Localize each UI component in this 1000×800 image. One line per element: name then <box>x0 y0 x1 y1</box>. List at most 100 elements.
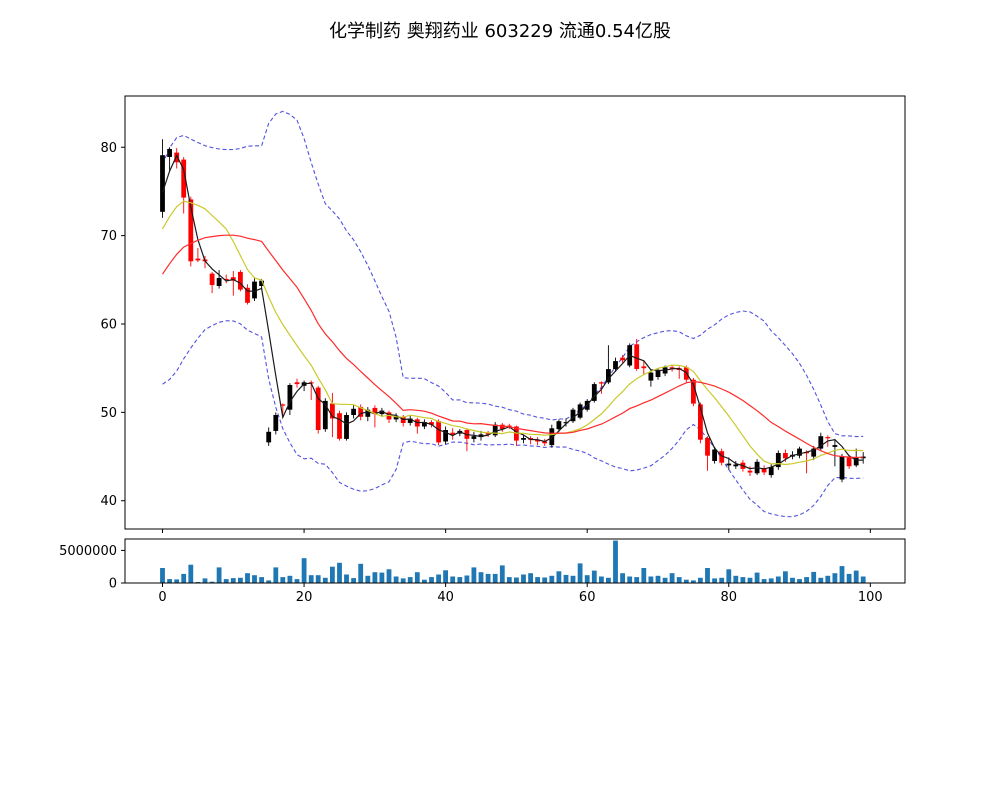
ma20-line <box>162 234 864 459</box>
candle-body <box>280 404 286 406</box>
volume-bar <box>570 575 576 583</box>
candle <box>485 430 491 438</box>
volume-bar <box>280 577 286 583</box>
candle-body <box>839 456 845 480</box>
candle <box>315 385 321 434</box>
candle <box>386 410 392 423</box>
candle-body <box>174 152 180 163</box>
candle <box>499 423 505 432</box>
volume-bar <box>535 577 540 583</box>
candle <box>641 361 647 375</box>
price-y-tick-label: 80 <box>100 141 117 156</box>
volume-panel-frame <box>124 538 906 584</box>
candle <box>195 248 201 263</box>
volume-bar <box>379 572 385 583</box>
candle <box>351 405 356 419</box>
volume-bar <box>422 579 427 583</box>
volume-bar <box>775 576 781 583</box>
candle <box>330 392 335 438</box>
candle-body <box>386 412 392 420</box>
volume-bar <box>804 577 809 583</box>
candle <box>160 139 165 218</box>
candle <box>818 432 824 452</box>
candle-body <box>492 424 498 436</box>
price-y-tick-label: 70 <box>100 229 117 244</box>
candle-body <box>818 436 824 449</box>
candle-body <box>443 430 448 442</box>
candle-body <box>705 438 710 456</box>
candle-body <box>315 387 321 430</box>
candle-body <box>768 467 774 476</box>
candle-body <box>719 451 725 463</box>
candle-body <box>606 369 611 383</box>
candle <box>606 345 611 385</box>
volume-bar <box>606 577 611 583</box>
price-y-tick-label: 40 <box>100 494 117 509</box>
candle-body <box>570 409 576 422</box>
candle-body <box>853 457 859 466</box>
candle <box>712 446 717 464</box>
candle <box>719 448 725 466</box>
candle-body <box>613 361 618 370</box>
volume-bar <box>655 575 661 583</box>
volume-bar <box>768 578 774 583</box>
candle-body <box>761 468 767 473</box>
volume-bar <box>726 569 732 583</box>
candle-body <box>181 159 187 198</box>
candle <box>422 419 427 430</box>
candle-body <box>775 453 781 468</box>
volume-bar <box>832 573 838 583</box>
candle-body <box>563 422 569 424</box>
price-y-tick-label: 60 <box>100 317 117 332</box>
candle <box>620 354 625 363</box>
volume-bar <box>747 577 753 583</box>
volume-bar <box>230 578 236 583</box>
volume-bar <box>698 577 703 583</box>
volume-bar <box>337 562 342 583</box>
volume-bar <box>351 578 356 583</box>
candle-body <box>358 407 364 417</box>
candle-body <box>811 448 817 457</box>
candle-body <box>669 367 675 369</box>
candle <box>238 270 243 292</box>
candle-body <box>591 384 597 401</box>
candle-body <box>747 470 753 473</box>
chart-title: 化学制药 奥翔药业 603229 流通0.54亿股 <box>329 21 671 42</box>
candle <box>705 436 710 471</box>
x-axis-tick-label: 60 <box>579 590 596 605</box>
candle-body <box>238 271 243 290</box>
volume-bar <box>301 558 307 583</box>
volume-bar <box>223 579 229 583</box>
volume-bar <box>450 576 456 583</box>
candle-body <box>167 149 172 157</box>
volume-bar <box>613 540 618 583</box>
candle-body <box>521 438 526 440</box>
volume-bar <box>294 579 300 583</box>
volume-bar <box>797 579 802 583</box>
candle <box>471 431 477 443</box>
volume-bar <box>245 573 250 583</box>
candle <box>266 427 272 446</box>
candle <box>174 148 180 169</box>
candle <box>577 402 583 420</box>
volume-bar <box>492 573 498 583</box>
candle <box>252 277 257 301</box>
volume-bar <box>386 569 392 583</box>
candle-body <box>287 385 293 410</box>
candle <box>358 404 364 421</box>
candle-body <box>549 428 555 446</box>
volume-bar <box>202 578 208 583</box>
candle-body <box>641 366 647 369</box>
volume-bar <box>591 570 597 583</box>
candle-body <box>252 281 257 299</box>
candle <box>337 410 342 441</box>
volume-bar <box>344 574 349 583</box>
price-content <box>160 110 866 518</box>
candle-body <box>429 422 434 425</box>
volume-bar <box>252 575 257 583</box>
volume-bar <box>514 577 519 583</box>
candle <box>209 271 215 294</box>
candle <box>599 381 604 394</box>
candle <box>464 428 470 452</box>
